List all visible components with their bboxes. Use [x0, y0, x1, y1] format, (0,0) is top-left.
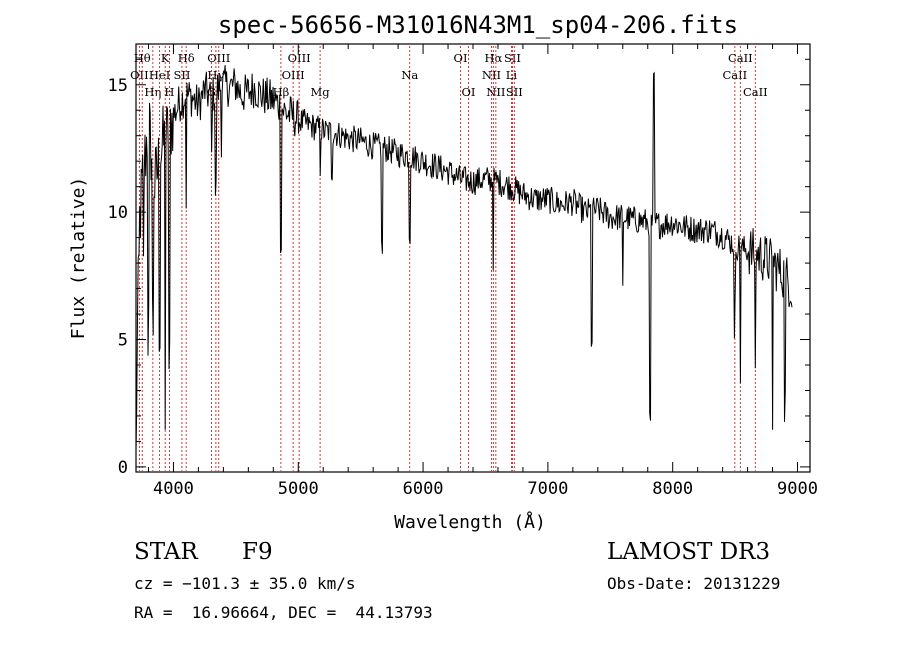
y-tick-label: 5: [118, 331, 128, 351]
y-tick-label: 10: [108, 203, 128, 223]
x-axis-label: Wavelength (Å): [394, 511, 546, 533]
chart-title: spec-56656-M31016N43M1_sp04-206.fits: [218, 11, 738, 39]
coordinates: RA = 16.96664, DEC = 44.13793: [134, 603, 433, 622]
line-label: K: [161, 51, 170, 65]
observation-date: Obs-Date: 20131229: [607, 574, 781, 593]
line-label: G: [207, 85, 216, 99]
x-tick-label: 5000: [278, 479, 319, 499]
x-tick-label: 9000: [777, 479, 818, 499]
line-label: CaII: [743, 85, 768, 99]
line-label: H: [164, 85, 174, 99]
line-label: CaII: [728, 51, 753, 65]
object-class: STAR: [134, 539, 198, 565]
line-label: Hα: [484, 51, 502, 65]
line-label: OIII: [207, 51, 230, 65]
line-label: Li: [506, 68, 518, 82]
axes: 4000 5000 6000 7000 8000 9000 0 5 10 15: [108, 44, 818, 499]
x-tick-label: 6000: [403, 479, 444, 499]
y-tick-label: 0: [118, 458, 128, 478]
line-label: CaII: [722, 68, 747, 82]
y-tick-label: 15: [108, 76, 128, 96]
spectrum-series: [135, 65, 793, 450]
line-label: Hγ: [207, 68, 224, 82]
plot-frame: [135, 43, 811, 473]
x-tick-label: 8000: [652, 479, 693, 499]
line-label: NII: [486, 85, 505, 99]
line-label: SII: [173, 68, 190, 82]
y-axis-label: Flux (relative): [68, 177, 89, 340]
x-tick-label: 4000: [153, 479, 194, 499]
survey-name: LAMOST DR3: [607, 539, 771, 565]
line-label: OIII: [282, 68, 305, 82]
line-label: OI: [454, 51, 468, 65]
radial-velocity: cz = −101.3 ± 35.0 km/s: [134, 574, 356, 593]
object-subclass: F9: [242, 539, 273, 565]
line-label: OIII: [288, 51, 311, 65]
line-label: Hδ: [178, 51, 195, 65]
line-label: Mg: [311, 85, 331, 99]
line-label: SII: [506, 85, 523, 99]
line-label: Hθ: [134, 51, 151, 65]
spectrum-line: [135, 65, 793, 450]
x-tick-label: 7000: [527, 479, 568, 499]
line-label: HeI: [149, 68, 170, 82]
line-label: Hη: [144, 85, 161, 99]
line-label: SII: [504, 51, 521, 65]
line-label: OI: [462, 85, 476, 99]
line-label: Na: [401, 68, 418, 82]
line-label: OII: [130, 68, 149, 82]
line-label: NII: [482, 68, 501, 82]
